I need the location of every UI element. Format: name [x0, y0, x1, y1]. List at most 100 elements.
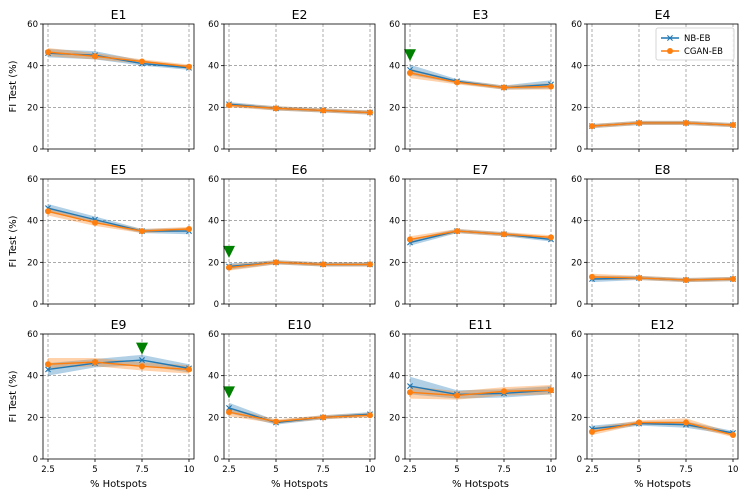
- x-tick-label: 5: [636, 465, 641, 475]
- y-tick-label: 40: [571, 62, 582, 72]
- data-point-nb-eb: [45, 366, 51, 373]
- series-line-cgan-eb: [47, 361, 190, 371]
- data-point-cgan-eb: [454, 79, 460, 86]
- series-line-nb-eb: [47, 359, 190, 371]
- series-line-cgan-eb: [591, 122, 734, 127]
- panel-e2: E2 0 20 40 60: [208, 7, 376, 155]
- y-tick-label: 60: [27, 175, 38, 185]
- x-tick-label: 7.5: [316, 465, 330, 475]
- x-tick-label: 10: [365, 465, 376, 475]
- panel-e1: E1 0 20 40 60 FI Test (%): [8, 7, 195, 155]
- data-point-cgan-eb: [45, 361, 51, 368]
- data-point-cgan-eb: [636, 274, 642, 281]
- data-point-cgan-eb: [226, 264, 232, 271]
- panel-title: E11: [469, 317, 493, 332]
- axes-frame: [42, 178, 195, 305]
- y-tick-label: 20: [571, 103, 582, 113]
- x-tick-label: 10: [184, 465, 195, 475]
- y-tick-label: 20: [27, 258, 38, 268]
- series-line-cgan-eb: [591, 421, 734, 436]
- panel-e10: E10 0 20 40 60 2.5 5 7.5 10 % Hotspots: [208, 317, 375, 490]
- data-point-cgan-eb: [139, 228, 145, 235]
- confidence-band-nb-eb: [592, 120, 733, 129]
- y-tick-label: 40: [389, 372, 400, 382]
- y-tick-label: 0: [395, 455, 400, 465]
- x-tick-label: 2.5: [403, 465, 417, 475]
- y-tick-label: 0: [214, 145, 219, 155]
- y-tick-label: 60: [571, 20, 582, 30]
- legend-marker: [667, 48, 673, 54]
- confidence-band-nb-eb: [229, 260, 370, 270]
- data-point-cgan-eb: [548, 387, 554, 394]
- data-point-cgan-eb: [589, 123, 595, 130]
- panel-title: E4: [655, 7, 671, 22]
- confidence-band-cgan-eb: [410, 229, 551, 243]
- data-point-cgan-eb: [186, 366, 192, 373]
- confidence-band-cgan-eb: [592, 418, 733, 438]
- panel-title: E5: [111, 162, 127, 177]
- legend: NB-EB CGAN-EB: [655, 27, 735, 61]
- y-axis-label: FI Test (%): [8, 215, 19, 267]
- y-tick-label: 0: [33, 145, 38, 155]
- panel-e6: E6 0 20 40 60: [208, 162, 376, 310]
- confidence-band-cgan-eb: [410, 385, 551, 400]
- x-tick-label: 10: [546, 465, 557, 475]
- data-point-nb-eb: [407, 383, 413, 390]
- y-tick-label: 60: [389, 175, 400, 185]
- series-line-cgan-eb: [591, 276, 734, 281]
- y-tick-label: 20: [208, 258, 219, 268]
- data-point-cgan-eb: [730, 432, 736, 439]
- axes-frame: [586, 23, 739, 150]
- y-tick-label: 20: [208, 103, 219, 113]
- y-tick-label: 0: [214, 300, 219, 310]
- x-axis-label: % Hotspots: [634, 479, 691, 490]
- y-tick-label: 40: [389, 62, 400, 72]
- legend-label: NB-EB: [684, 34, 711, 44]
- x-axis-label: % Hotspots: [90, 479, 147, 490]
- panel-e4: E4 0 20 40 60 NB-EB CGAN-EB: [571, 7, 739, 155]
- panel-title: E2: [292, 7, 308, 22]
- y-tick-label: 60: [389, 20, 400, 30]
- y-tick-label: 60: [571, 330, 582, 340]
- data-point-cgan-eb: [501, 231, 507, 238]
- data-point-cgan-eb: [92, 219, 98, 226]
- data-point-cgan-eb: [501, 84, 507, 91]
- series-line-cgan-eb: [409, 230, 552, 241]
- confidence-band-nb-eb: [48, 354, 189, 376]
- series-line-cgan-eb: [409, 72, 552, 89]
- y-tick-label: 0: [33, 455, 38, 465]
- data-point-cgan-eb: [320, 414, 326, 421]
- legend-label: CGAN-EB: [684, 47, 723, 57]
- x-tick-label: 2.5: [41, 465, 55, 475]
- y-tick-label: 40: [27, 372, 38, 382]
- y-tick-label: 0: [33, 300, 38, 310]
- panel-title: E8: [655, 162, 671, 177]
- highlight-triangle-marker: [404, 49, 416, 62]
- y-axis-label: FI Test (%): [8, 370, 19, 422]
- highlight-triangle-marker: [223, 386, 235, 399]
- data-point-cgan-eb: [186, 63, 192, 70]
- y-tick-label: 20: [27, 413, 38, 423]
- y-tick-label: 0: [214, 455, 219, 465]
- x-tick-label: 7.5: [497, 465, 511, 475]
- y-tick-label: 60: [208, 20, 219, 30]
- y-tick-label: 60: [571, 175, 582, 185]
- y-tick-label: 40: [208, 217, 219, 227]
- data-point-cgan-eb: [92, 359, 98, 366]
- x-tick-label: 5: [454, 465, 459, 475]
- data-point-cgan-eb: [45, 49, 51, 56]
- y-tick-label: 40: [27, 217, 38, 227]
- y-tick-label: 60: [389, 330, 400, 340]
- data-point-cgan-eb: [273, 259, 279, 266]
- axes-frame: [586, 178, 739, 305]
- data-point-cgan-eb: [273, 105, 279, 112]
- y-tick-label: 20: [389, 258, 400, 268]
- axes-frame: [404, 333, 557, 460]
- y-tick-label: 60: [208, 330, 219, 340]
- data-point-cgan-eb: [407, 236, 413, 243]
- legend-box: [655, 27, 735, 61]
- axes-frame: [223, 23, 376, 150]
- highlight-triangle-marker: [136, 342, 148, 355]
- axes-frame: [404, 23, 557, 150]
